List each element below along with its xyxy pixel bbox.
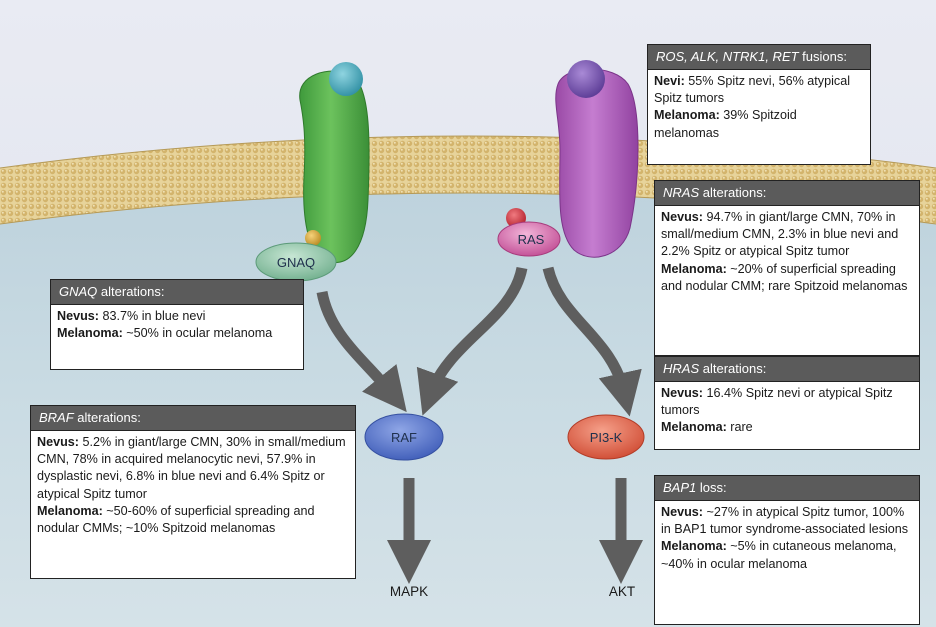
nras-nevus-row: Nevus: 94.7% in giant/large CMN, 70% in … xyxy=(661,209,913,261)
row-text: ~50-60% of superficial spreading and nod… xyxy=(37,503,315,536)
row-text: 16.4% Spitz nevi or atypical Spitz tumor… xyxy=(661,386,893,418)
gnaq-box: GNAQ alterations: Nevus: 83.7% in blue n… xyxy=(50,279,304,370)
row-key: Nevus: xyxy=(661,210,703,224)
hras-box-header: HRAS alterations: xyxy=(655,357,919,382)
row-text: 5.2% in giant/large CMN, 30% in small/me… xyxy=(37,435,346,501)
row-text: 39% Spitzoid melanomas xyxy=(654,108,797,140)
hras-melanoma-row: Melanoma: rare xyxy=(661,419,913,436)
raf-node xyxy=(364,413,444,461)
row-text: ~50% in ocular melanoma xyxy=(122,326,273,341)
row-key: Nevus: xyxy=(57,309,99,323)
gnaq-to-raf-arrow xyxy=(316,290,407,413)
ligand-ball xyxy=(567,60,605,98)
row-text: 83.7% in blue nevi xyxy=(99,309,206,323)
gnaq-box-header: GNAQ alterations: xyxy=(51,280,303,305)
fusions-melanoma-row: Melanoma: 39% Spitzoid melanomas xyxy=(654,107,864,141)
row-key: Melanoma: xyxy=(661,420,727,435)
ras-receptor xyxy=(555,68,639,258)
gnaq-box-body: Nevus: 83.7% in blue nevi Melanoma: ~50%… xyxy=(51,305,303,346)
nras-box-body: Nevus: 94.7% in giant/large CMN, 70% in … xyxy=(655,206,919,299)
pi3k-label: PI3-K xyxy=(590,430,623,445)
row-text: rare xyxy=(726,420,753,435)
row-text: ~20% of superficial spreading and nodula… xyxy=(661,261,908,293)
bap1-nevus-row: Nevus: ~27% in atypical Spitz tumor, 100… xyxy=(661,504,913,538)
bap1-box-body: Nevus: ~27% in atypical Spitz tumor, 100… xyxy=(655,501,919,577)
braf-nevus-row: Nevus: 5.2% in giant/large CMN, 30% in s… xyxy=(37,434,349,503)
row-key: Melanoma: xyxy=(37,503,103,518)
ras-to-raf-arrow xyxy=(416,266,528,416)
row-text: 55% Spitz nevi, 56% atypical Spitz tumor… xyxy=(654,74,851,106)
row-key: Nevus: xyxy=(661,505,703,519)
nras-box-header: NRAS alterations: xyxy=(655,181,919,206)
ras-label: RAS xyxy=(518,232,545,247)
pi3k-node xyxy=(567,414,645,460)
row-text: ~5% in cutaneous melanoma, ~40% in ocula… xyxy=(661,539,897,571)
nras-box: NRAS alterations: Nevus: 94.7% in giant/… xyxy=(654,180,920,356)
ras-node xyxy=(497,221,561,257)
akt-label: AKT xyxy=(609,584,635,599)
hras-gene: HRAS xyxy=(663,361,700,376)
braf-box-header: BRAF alterations: xyxy=(31,406,355,431)
fusions-suffix: fusions: xyxy=(798,49,847,64)
row-key: Nevus: xyxy=(37,435,79,449)
bap1-melanoma-row: Melanoma: ~5% in cutaneous melanoma, ~40… xyxy=(661,538,913,572)
row-key: Nevus: xyxy=(661,386,703,400)
mapk-label: MAPK xyxy=(390,584,428,599)
hras-box-body: Nevus: 16.4% Spitz nevi or atypical Spit… xyxy=(655,382,919,441)
braf-box-body: Nevus: 5.2% in giant/large CMN, 30% in s… xyxy=(31,431,355,541)
bap1-gene: BAP1 xyxy=(663,480,697,495)
bap1-suffix: loss: xyxy=(696,480,727,495)
row-key: Melanoma: xyxy=(57,326,123,341)
fusions-box: ROS, ALK, NTRK1, RET fusions: Nevi: 55% … xyxy=(647,44,871,165)
row-key: Melanoma: xyxy=(661,539,727,554)
row-key: Melanoma: xyxy=(661,261,727,276)
hras-nevus-row: Nevus: 16.4% Spitz nevi or atypical Spit… xyxy=(661,385,913,419)
hras-box: HRAS alterations: Nevus: 16.4% Spitz nev… xyxy=(654,356,920,450)
bap1-box-header: BAP1 loss: xyxy=(655,476,919,501)
ras-to-pi3k-arrow xyxy=(542,266,642,417)
braf-suffix: alterations: xyxy=(73,410,141,425)
nras-suffix: alterations: xyxy=(699,185,767,200)
bap1-box: BAP1 loss: Nevus: ~27% in atypical Spitz… xyxy=(654,475,920,625)
fusions-box-header: ROS, ALK, NTRK1, RET fusions: xyxy=(648,45,870,70)
row-key: Melanoma: xyxy=(654,108,720,123)
ligand-ball xyxy=(329,62,363,96)
hras-suffix: alterations: xyxy=(699,361,767,376)
row-text: 94.7% in giant/large CMN, 70% in small/m… xyxy=(661,210,899,259)
gnaq-melanoma-row: Melanoma: ~50% in ocular melanoma xyxy=(57,325,297,342)
gnaq-nevus-row: Nevus: 83.7% in blue nevi xyxy=(57,308,297,325)
gnaq-label: GNAQ xyxy=(277,255,315,270)
row-text: ~27% in atypical Spitz tumor, 100% in BA… xyxy=(661,505,909,537)
gnaq-suffix: alterations: xyxy=(97,284,165,299)
fusions-box-body: Nevi: 55% Spitz nevi, 56% atypical Spitz… xyxy=(648,70,870,146)
gtp-ball xyxy=(305,230,321,246)
gnaq-gene: GNAQ xyxy=(59,284,98,299)
braf-box: BRAF alterations: Nevus: 5.2% in giant/l… xyxy=(30,405,356,579)
nras-melanoma-row: Melanoma: ~20% of superficial spreading … xyxy=(661,261,913,295)
braf-melanoma-row: Melanoma: ~50-60% of superficial spreadi… xyxy=(37,503,349,537)
nras-gene: NRAS xyxy=(663,185,700,200)
fusions-genes: ROS, ALK, NTRK1, RET xyxy=(656,49,799,64)
raf-label: RAF xyxy=(391,430,417,445)
fusions-nevi-row: Nevi: 55% Spitz nevi, 56% atypical Spitz… xyxy=(654,73,864,107)
braf-gene: BRAF xyxy=(39,410,74,425)
row-key: Nevi: xyxy=(654,74,685,88)
